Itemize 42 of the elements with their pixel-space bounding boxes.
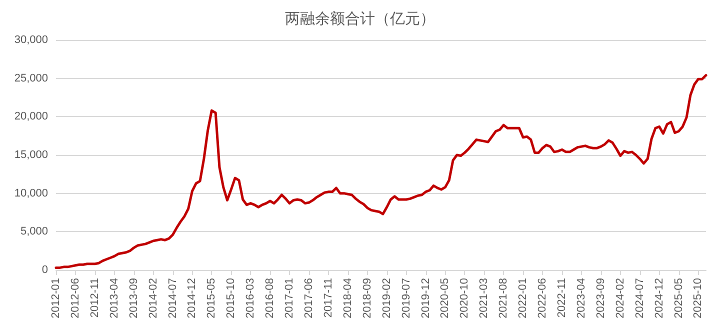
y-tick-label: 20,000 — [14, 110, 48, 123]
x-tick-label: 2021-08 — [498, 278, 510, 318]
x-tick-label: 2018-09 — [361, 278, 374, 318]
y-tick-label: 25,000 — [14, 72, 48, 84]
x-tick-label: 2022-06 — [536, 278, 549, 318]
x-tick-label: 2023-09 — [594, 278, 607, 318]
x-tick-label: 2015-05 — [206, 278, 218, 318]
x-tick-label: 2020-10 — [458, 278, 471, 318]
x-tick-label: 2012-01 — [50, 278, 62, 318]
x-tick-label: 2015-10 — [225, 278, 238, 318]
x-tick-label: 2019-07 — [400, 278, 412, 318]
x-tick-label: 2014-07 — [166, 278, 179, 318]
x-tick-label: 2024-07 — [634, 278, 646, 318]
x-tick-label: 2022-01 — [517, 278, 530, 318]
x-tick-label: 2017-01 — [284, 278, 296, 318]
chart-title: 两融余额合计（亿元） — [285, 10, 435, 28]
x-tick-label: 2024-02 — [614, 278, 626, 318]
x-tick-label: 2018-04 — [342, 278, 354, 318]
x-tick-label: 2024-12 — [653, 278, 666, 318]
x-tick-label: 2016-03 — [244, 278, 257, 318]
x-tick-label: 2025-05 — [672, 278, 685, 318]
y-tick-label: 0 — [42, 264, 48, 276]
x-tick-label: 2023-04 — [575, 278, 588, 318]
x-tick-label: 2013-09 — [128, 278, 140, 318]
x-tick-label: 2012-11 — [88, 278, 101, 318]
x-tick-label: 2017-11 — [322, 278, 334, 318]
y-tick-label: 30,000 — [14, 34, 48, 46]
x-tick-label: 2014-02 — [147, 278, 160, 318]
x-tick-label: 2013-04 — [108, 278, 120, 318]
y-tick-label: 5,000 — [20, 226, 48, 238]
x-tick-label: 2019-12 — [420, 278, 432, 318]
x-tick-label: 2021-03 — [478, 278, 490, 318]
y-tick-label: 15,000 — [14, 149, 48, 161]
x-tick-label: 2020-05 — [439, 278, 452, 318]
x-tick-label: 2022-11 — [556, 278, 568, 318]
x-tick-label: 2019-02 — [380, 278, 393, 318]
x-tick-label: 2016-08 — [264, 278, 276, 318]
y-tick-label: 10,000 — [14, 187, 48, 200]
x-tick-label: 2017-06 — [302, 278, 315, 318]
x-tick-label: 2014-12 — [186, 278, 198, 318]
x-tick-label: 2025-10 — [692, 278, 704, 318]
x-tick-label: 2012-06 — [69, 278, 82, 318]
